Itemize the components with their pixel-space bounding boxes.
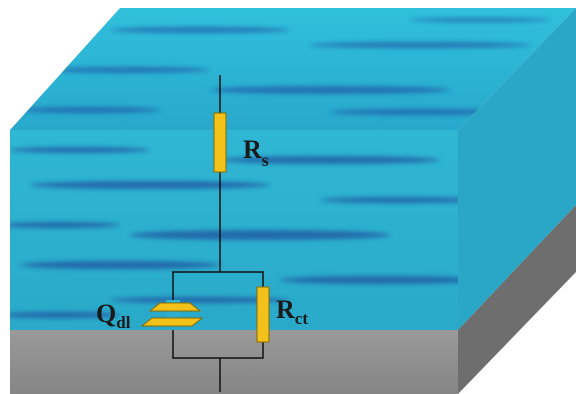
front-face-ground bbox=[10, 330, 458, 394]
resistor-rs bbox=[214, 113, 226, 172]
capacitor-plate bbox=[142, 318, 202, 326]
diagram: Rs Qdl Rct bbox=[0, 0, 576, 394]
resistor-rct bbox=[257, 287, 269, 342]
